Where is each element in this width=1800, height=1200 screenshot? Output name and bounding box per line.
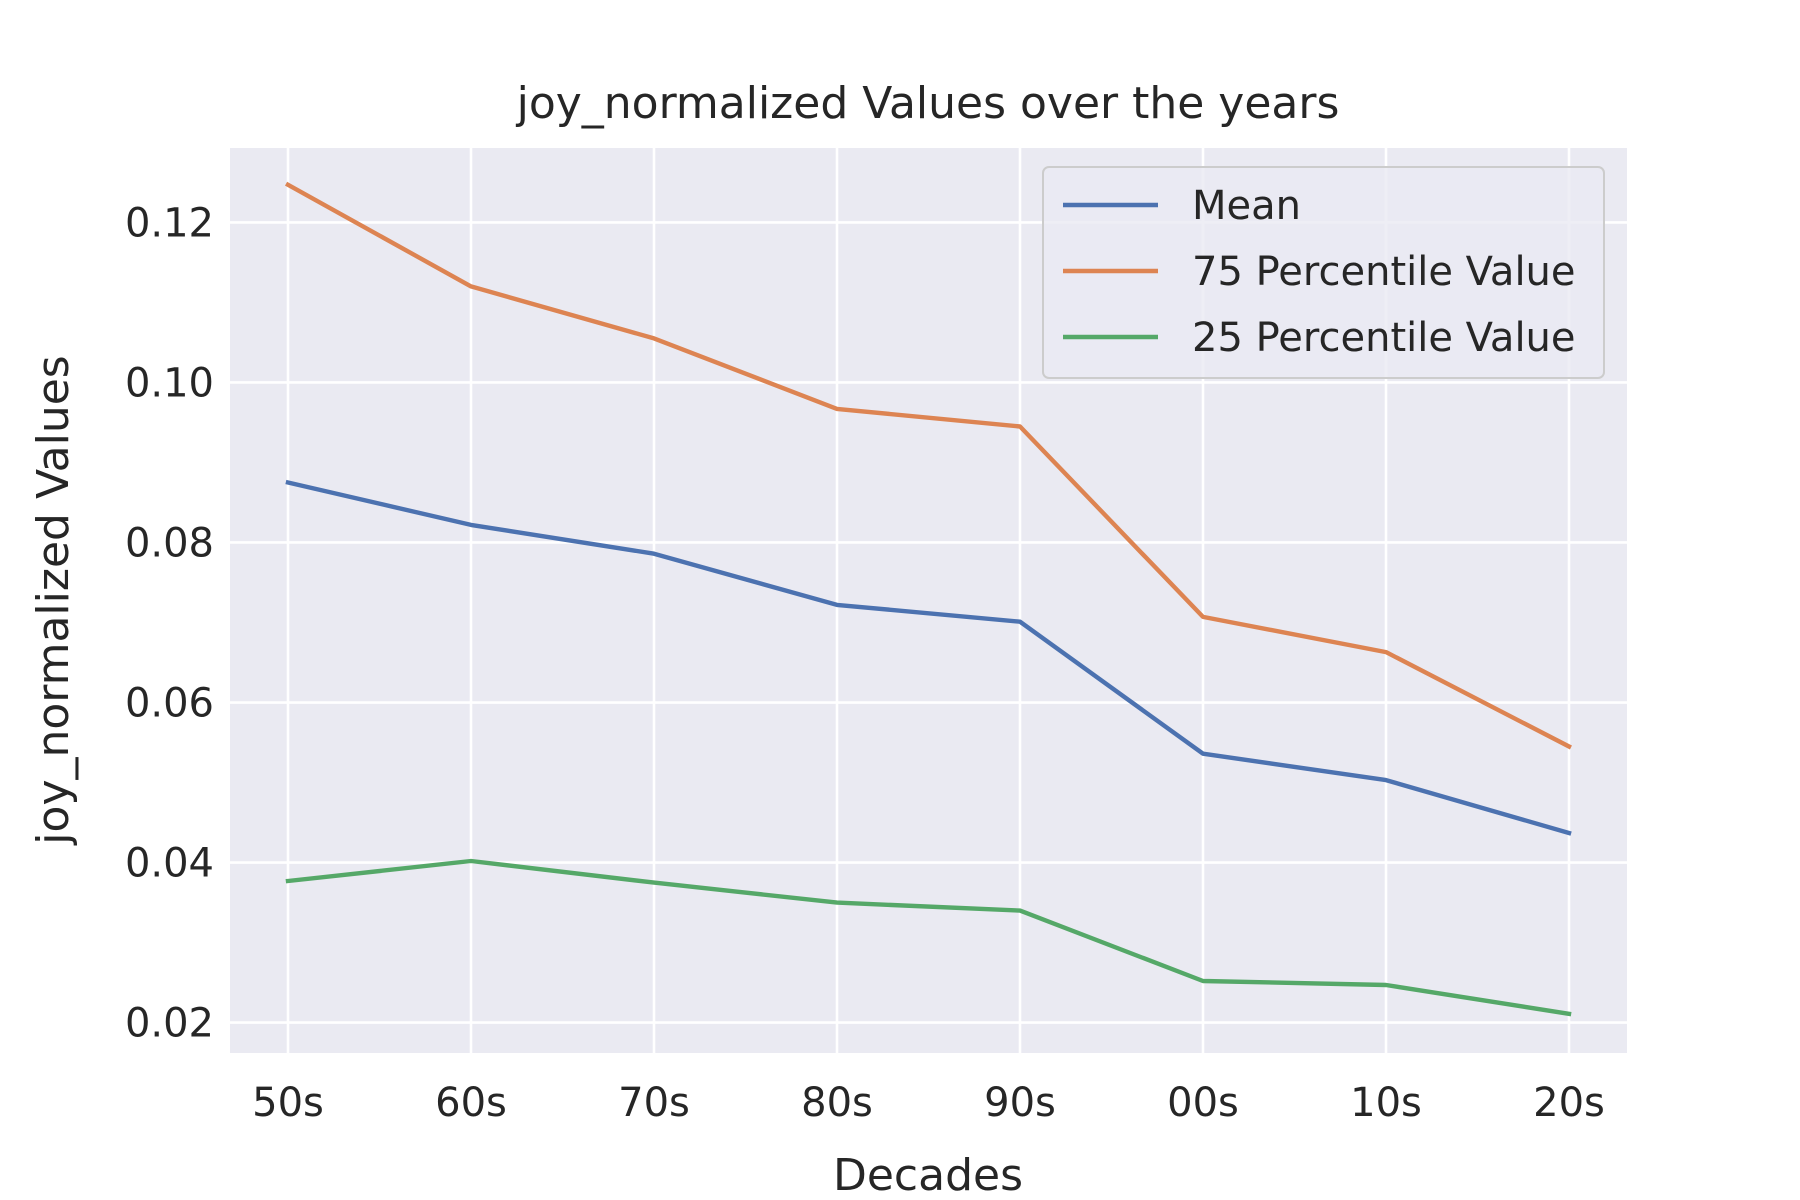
legend-label: 75 Percentile Value: [1192, 249, 1576, 295]
x-tick-label: 50s: [252, 1080, 324, 1126]
legend: Mean 75 Percentile Value 25 Percentile Val…: [1042, 166, 1605, 379]
y-tick-label: 0.12: [125, 200, 214, 246]
x-tick-label: 10s: [1350, 1080, 1422, 1126]
x-tick-label: 20s: [1533, 1080, 1605, 1126]
legend-label: Mean: [1192, 183, 1301, 229]
y-tick-label: 0.02: [125, 1001, 214, 1047]
legend-label: 25 Percentile Value: [1192, 315, 1576, 361]
y-tick-label: 0.06: [125, 681, 214, 727]
x-tick-label: 60s: [435, 1080, 507, 1126]
y-axis-ticks: 0.02 0.04 0.06 0.08 0.10 0.12: [125, 200, 214, 1046]
x-axis-title: Decades: [833, 1150, 1023, 1200]
series-lines: [285, 181, 1572, 1017]
series-line-0: [285, 479, 1572, 836]
x-tick-label: 00s: [1167, 1080, 1239, 1126]
y-axis-title: joy_normalized Values: [28, 355, 79, 845]
x-tick-label: 70s: [618, 1080, 690, 1126]
x-tick-label: 80s: [801, 1080, 873, 1126]
x-tick-label: 90s: [984, 1080, 1056, 1126]
x-axis-ticks: 50s 60s 70s 80s 90s 00s 10s 20s: [252, 1080, 1605, 1126]
series-line-1: [285, 181, 1572, 750]
y-tick-label: 0.04: [125, 841, 214, 887]
series-line-2: [285, 858, 1572, 1017]
chart-title: joy_normalized Values over the years: [516, 78, 1340, 129]
y-tick-label: 0.08: [125, 520, 214, 566]
legend-box: [1042, 166, 1605, 379]
y-tick-label: 0.10: [125, 360, 214, 406]
